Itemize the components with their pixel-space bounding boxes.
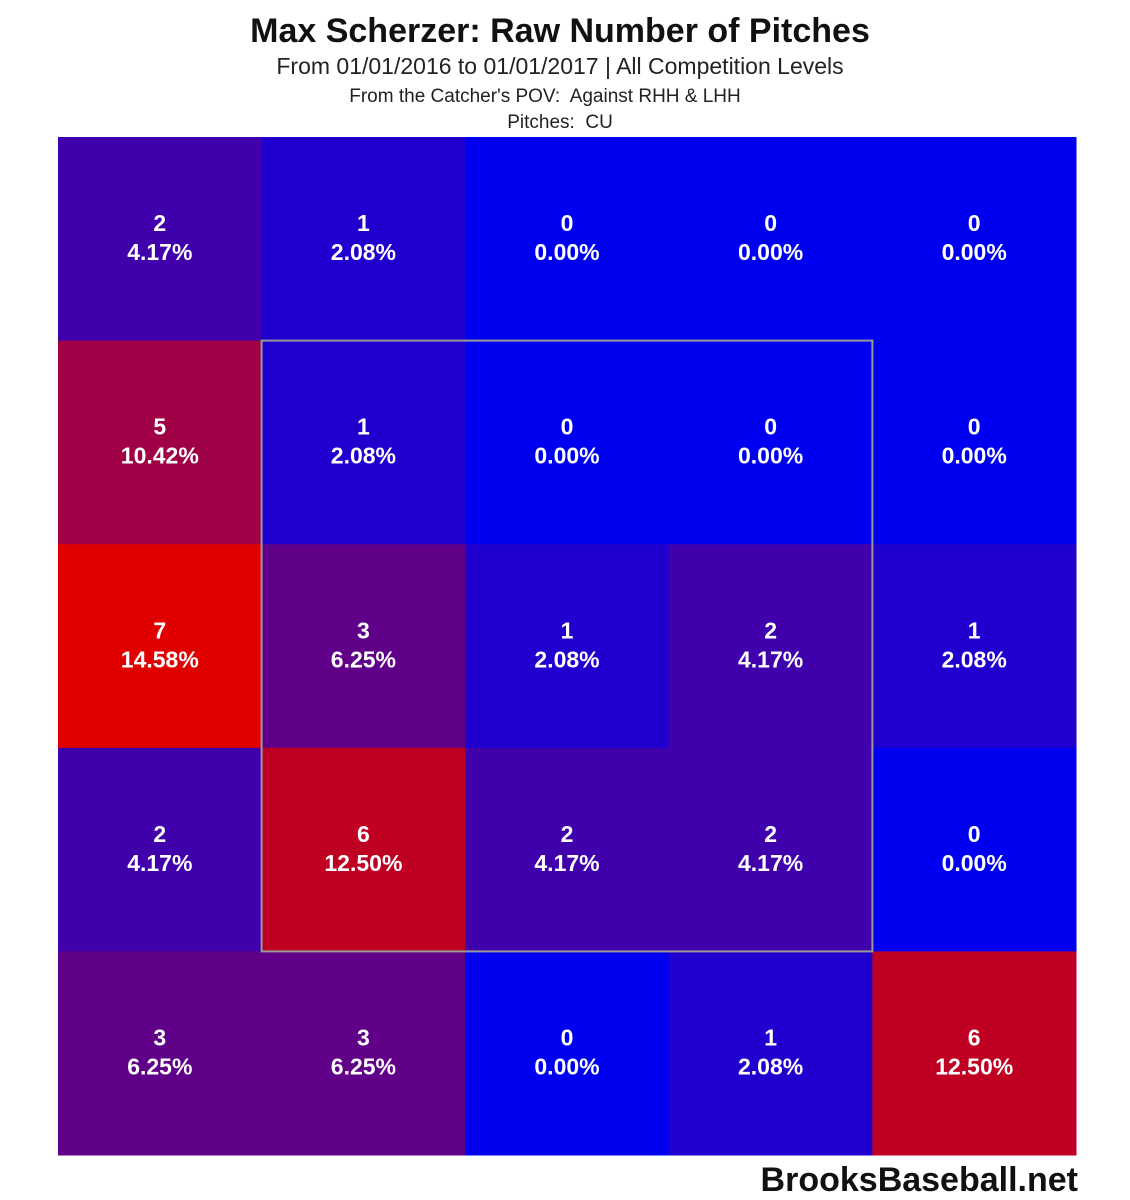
heat-cell — [261, 544, 466, 749]
percent-label: 0.00% — [942, 239, 1007, 265]
heat-cell — [58, 544, 263, 749]
heat-cell — [261, 340, 466, 545]
count-label: 3 — [357, 617, 370, 643]
heat-cell — [872, 747, 1077, 952]
heat-cell — [668, 544, 873, 749]
percent-label: 2.08% — [331, 239, 396, 265]
count-label: 3 — [357, 1024, 370, 1050]
heat-cell — [58, 137, 263, 342]
count-label: 1 — [561, 617, 574, 643]
percent-label: 2.08% — [942, 646, 1007, 672]
count-label: 1 — [968, 617, 981, 643]
chart-title: Max Scherzer: Raw Number of Pitches — [250, 12, 870, 50]
percent-label: 12.50% — [324, 850, 402, 876]
subtitle: From 01/01/2016 to 01/01/2017 | All Comp… — [276, 53, 843, 79]
count-label: 0 — [968, 414, 981, 440]
percent-label: 12.50% — [935, 1053, 1013, 1079]
strike-zone — [260, 339, 874, 953]
heat-cell — [465, 137, 670, 342]
percent-label: 4.17% — [738, 850, 803, 876]
heat-cell — [58, 747, 263, 952]
count-label: 6 — [357, 821, 370, 847]
percent-label: 0.00% — [942, 443, 1007, 469]
heat-cell — [465, 747, 670, 952]
percent-label: 2.08% — [738, 1053, 803, 1079]
count-label: 1 — [764, 1024, 777, 1050]
heat-cell — [465, 544, 670, 749]
subtitle: From the Catcher's POV: Against RHH & LH… — [349, 86, 741, 107]
percent-label: 4.17% — [534, 850, 599, 876]
count-label: 0 — [968, 821, 981, 847]
heat-cell — [872, 137, 1077, 342]
percent-label: 2.08% — [534, 646, 599, 672]
heat-cell — [668, 951, 873, 1156]
percent-label: 2.08% — [331, 443, 396, 469]
heat-cell — [668, 747, 873, 952]
watermark: BrooksBaseball.net — [761, 1161, 1078, 1199]
count-label: 2 — [561, 821, 574, 847]
count-label: 2 — [764, 821, 777, 847]
heat-cell — [58, 951, 263, 1156]
heat-cell — [668, 340, 873, 545]
count-label: 5 — [153, 414, 166, 440]
percent-label: 6.25% — [127, 1053, 192, 1079]
count-label: 2 — [153, 821, 166, 847]
count-label: 2 — [764, 617, 777, 643]
heat-cell — [261, 951, 466, 1156]
percent-label: 10.42% — [121, 443, 199, 469]
count-label: 6 — [968, 1024, 981, 1050]
percent-label: 0.00% — [534, 443, 599, 469]
heat-cell — [872, 544, 1077, 749]
percent-label: 0.00% — [942, 850, 1007, 876]
heat-cell — [261, 137, 466, 342]
heat-cell — [872, 340, 1077, 545]
percent-label: 0.00% — [534, 239, 599, 265]
percent-label: 6.25% — [331, 1053, 396, 1079]
count-label: 7 — [153, 617, 166, 643]
heat-cell — [58, 340, 263, 545]
percent-label: 0.00% — [738, 443, 803, 469]
count-label: 1 — [357, 414, 370, 440]
count-label: 0 — [764, 210, 777, 236]
count-label: 1 — [357, 210, 370, 236]
count-label: 0 — [561, 414, 574, 440]
heat-cell — [465, 951, 670, 1156]
percent-label: 4.17% — [738, 646, 803, 672]
percent-label: 4.17% — [127, 850, 192, 876]
percent-label: 0.00% — [534, 1053, 599, 1079]
subtitle: Pitches: CU — [507, 112, 613, 133]
count-label: 2 — [153, 210, 166, 236]
percent-label: 0.00% — [738, 239, 803, 265]
count-label: 0 — [561, 1024, 574, 1050]
percent-label: 4.17% — [127, 239, 192, 265]
heat-cell — [465, 340, 670, 545]
percent-label: 6.25% — [331, 646, 396, 672]
percent-label: 14.58% — [121, 646, 199, 672]
heat-cell — [668, 137, 873, 342]
heat-cell — [261, 747, 466, 952]
heat-cell — [872, 951, 1077, 1156]
count-label: 3 — [153, 1024, 166, 1050]
count-label: 0 — [764, 414, 777, 440]
count-label: 0 — [968, 210, 981, 236]
count-label: 0 — [561, 210, 574, 236]
